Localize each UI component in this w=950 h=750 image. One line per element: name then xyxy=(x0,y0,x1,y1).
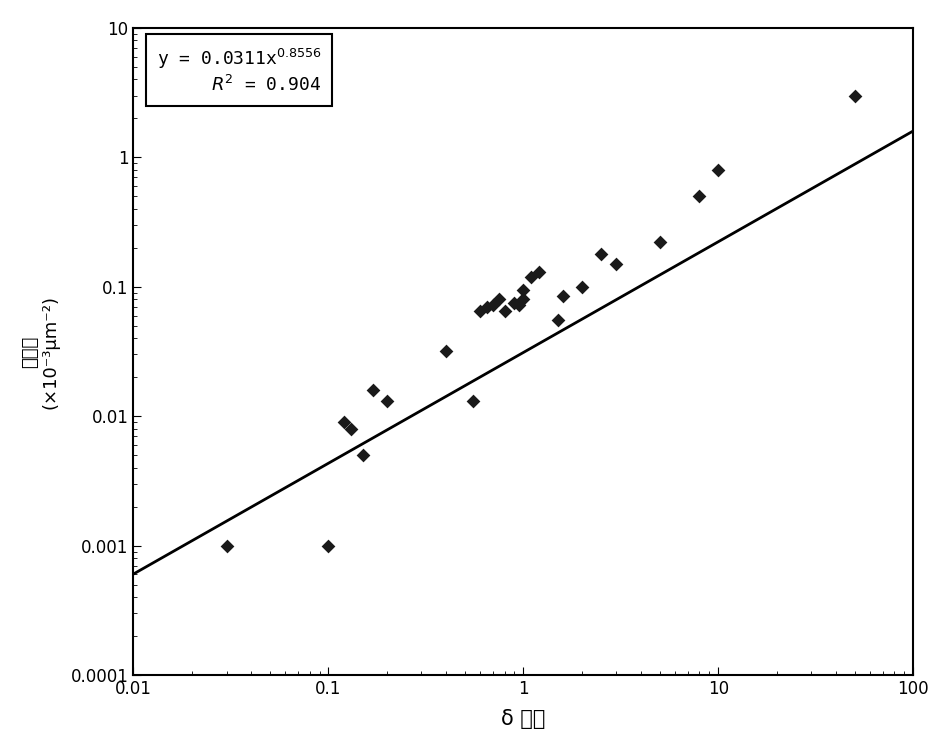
Point xyxy=(594,248,609,259)
Point xyxy=(550,314,565,326)
Point xyxy=(847,89,863,101)
Point xyxy=(336,416,351,428)
Point xyxy=(692,190,707,202)
Point xyxy=(355,449,370,461)
Y-axis label: 渗透率
(×10⁻³μm⁻²): 渗透率 (×10⁻³μm⁻²) xyxy=(21,295,60,409)
Point xyxy=(472,305,487,317)
Point xyxy=(516,284,531,296)
Point xyxy=(491,293,506,305)
Point xyxy=(523,271,539,283)
Point xyxy=(516,293,531,305)
X-axis label: δ 函数: δ 函数 xyxy=(502,710,545,729)
Point xyxy=(366,384,381,396)
Point xyxy=(575,280,590,292)
Point xyxy=(652,236,667,248)
Point xyxy=(218,540,234,552)
Point xyxy=(438,345,453,357)
Point xyxy=(507,297,522,309)
Point xyxy=(343,423,358,435)
Point xyxy=(380,395,395,407)
Point xyxy=(556,290,571,302)
Point xyxy=(480,301,495,313)
Point xyxy=(531,266,546,278)
Point xyxy=(321,540,336,552)
Point xyxy=(711,164,726,176)
Text: y = 0.0311x$^{0.8556}$
     $R^{2}$ = 0.904: y = 0.0311x$^{0.8556}$ $R^{2}$ = 0.904 xyxy=(157,47,321,94)
Point xyxy=(609,258,624,270)
Point xyxy=(511,299,526,311)
Point xyxy=(497,305,512,317)
Point xyxy=(485,299,501,311)
Point xyxy=(466,395,481,407)
